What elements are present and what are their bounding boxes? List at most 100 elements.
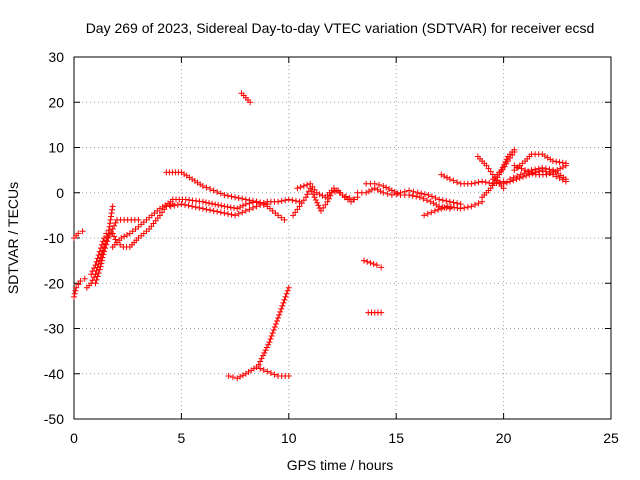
series-iso-14a <box>360 257 385 271</box>
data-point <box>280 299 287 306</box>
series-low-16-19 <box>421 198 486 219</box>
data-point <box>107 216 114 223</box>
data-point <box>447 203 454 210</box>
data-point <box>435 206 442 213</box>
data-point <box>235 195 242 202</box>
data-point <box>296 203 303 210</box>
data-point <box>217 190 224 197</box>
series-dip-curve <box>109 201 176 251</box>
data-point <box>269 330 276 337</box>
data-point <box>102 245 109 252</box>
data-point <box>425 192 432 199</box>
x-tick-label: 15 <box>388 430 404 446</box>
data-point <box>95 270 102 277</box>
data-point <box>123 231 130 238</box>
data-point <box>111 233 118 240</box>
data-point <box>167 203 174 210</box>
data-point <box>365 188 372 195</box>
data-point <box>247 99 254 106</box>
data-point <box>320 204 327 211</box>
data-point <box>89 268 96 275</box>
data-point <box>217 209 224 216</box>
data-point <box>268 333 275 340</box>
x-tick-label: 0 <box>70 430 78 446</box>
data-point <box>297 184 304 191</box>
data-point <box>266 339 273 346</box>
data-marks <box>71 90 569 382</box>
data-point <box>406 192 413 199</box>
data-point <box>96 266 103 273</box>
data-point <box>101 248 108 255</box>
data-point <box>156 212 163 219</box>
data-point <box>464 204 471 211</box>
data-point <box>311 186 318 193</box>
data-point <box>553 173 560 180</box>
y-tick-label: -10 <box>44 230 64 246</box>
data-point <box>221 210 228 217</box>
data-point <box>229 374 236 381</box>
data-point <box>272 320 279 327</box>
data-point <box>77 277 84 284</box>
data-point <box>207 207 214 214</box>
data-point <box>559 176 566 183</box>
data-point <box>109 230 116 237</box>
data-point <box>79 228 86 235</box>
data-point <box>457 205 464 212</box>
data-point <box>267 369 274 376</box>
data-point <box>319 192 326 199</box>
series-early-2 <box>71 275 88 300</box>
data-point <box>75 230 82 237</box>
data-point <box>258 355 265 362</box>
series-late-4 <box>500 167 569 187</box>
y-tick-label: -50 <box>44 411 64 427</box>
data-point <box>214 188 221 195</box>
data-point <box>292 198 299 205</box>
data-point <box>117 241 124 248</box>
data-point <box>257 365 264 372</box>
data-point <box>518 165 525 172</box>
data-point <box>374 186 381 193</box>
data-point <box>231 205 238 212</box>
data-point <box>260 352 267 359</box>
data-point <box>485 165 492 172</box>
data-point <box>234 205 241 212</box>
data-point <box>221 192 228 199</box>
data-point <box>75 281 82 288</box>
data-point <box>376 181 383 188</box>
data-point <box>88 271 95 278</box>
data-point <box>386 185 393 192</box>
data-point <box>450 199 457 206</box>
data-point <box>327 192 334 199</box>
data-point <box>237 373 244 380</box>
data-point <box>298 200 305 207</box>
y-tick-label: -40 <box>44 366 64 382</box>
data-point <box>260 201 267 208</box>
data-point <box>189 203 196 210</box>
data-point <box>562 160 569 167</box>
data-point <box>532 166 539 173</box>
data-point <box>501 161 508 168</box>
data-point <box>416 194 423 201</box>
data-point <box>364 258 371 265</box>
data-point <box>221 203 228 210</box>
data-point <box>556 175 563 182</box>
data-point <box>271 371 278 378</box>
data-point <box>265 341 272 348</box>
data-point <box>246 206 253 213</box>
series-bottom-curve <box>225 363 292 382</box>
data-point <box>444 174 451 181</box>
data-point <box>234 375 241 382</box>
data-point <box>562 178 569 185</box>
data-point <box>276 311 283 318</box>
data-point <box>451 204 458 211</box>
data-point <box>546 170 553 177</box>
data-point <box>309 183 316 190</box>
data-point <box>482 179 489 186</box>
data-point <box>225 373 232 380</box>
data-point <box>103 230 110 237</box>
data-point <box>471 201 478 208</box>
y-tick-label: -20 <box>44 275 64 291</box>
data-point <box>443 198 450 205</box>
data-point <box>93 258 100 265</box>
